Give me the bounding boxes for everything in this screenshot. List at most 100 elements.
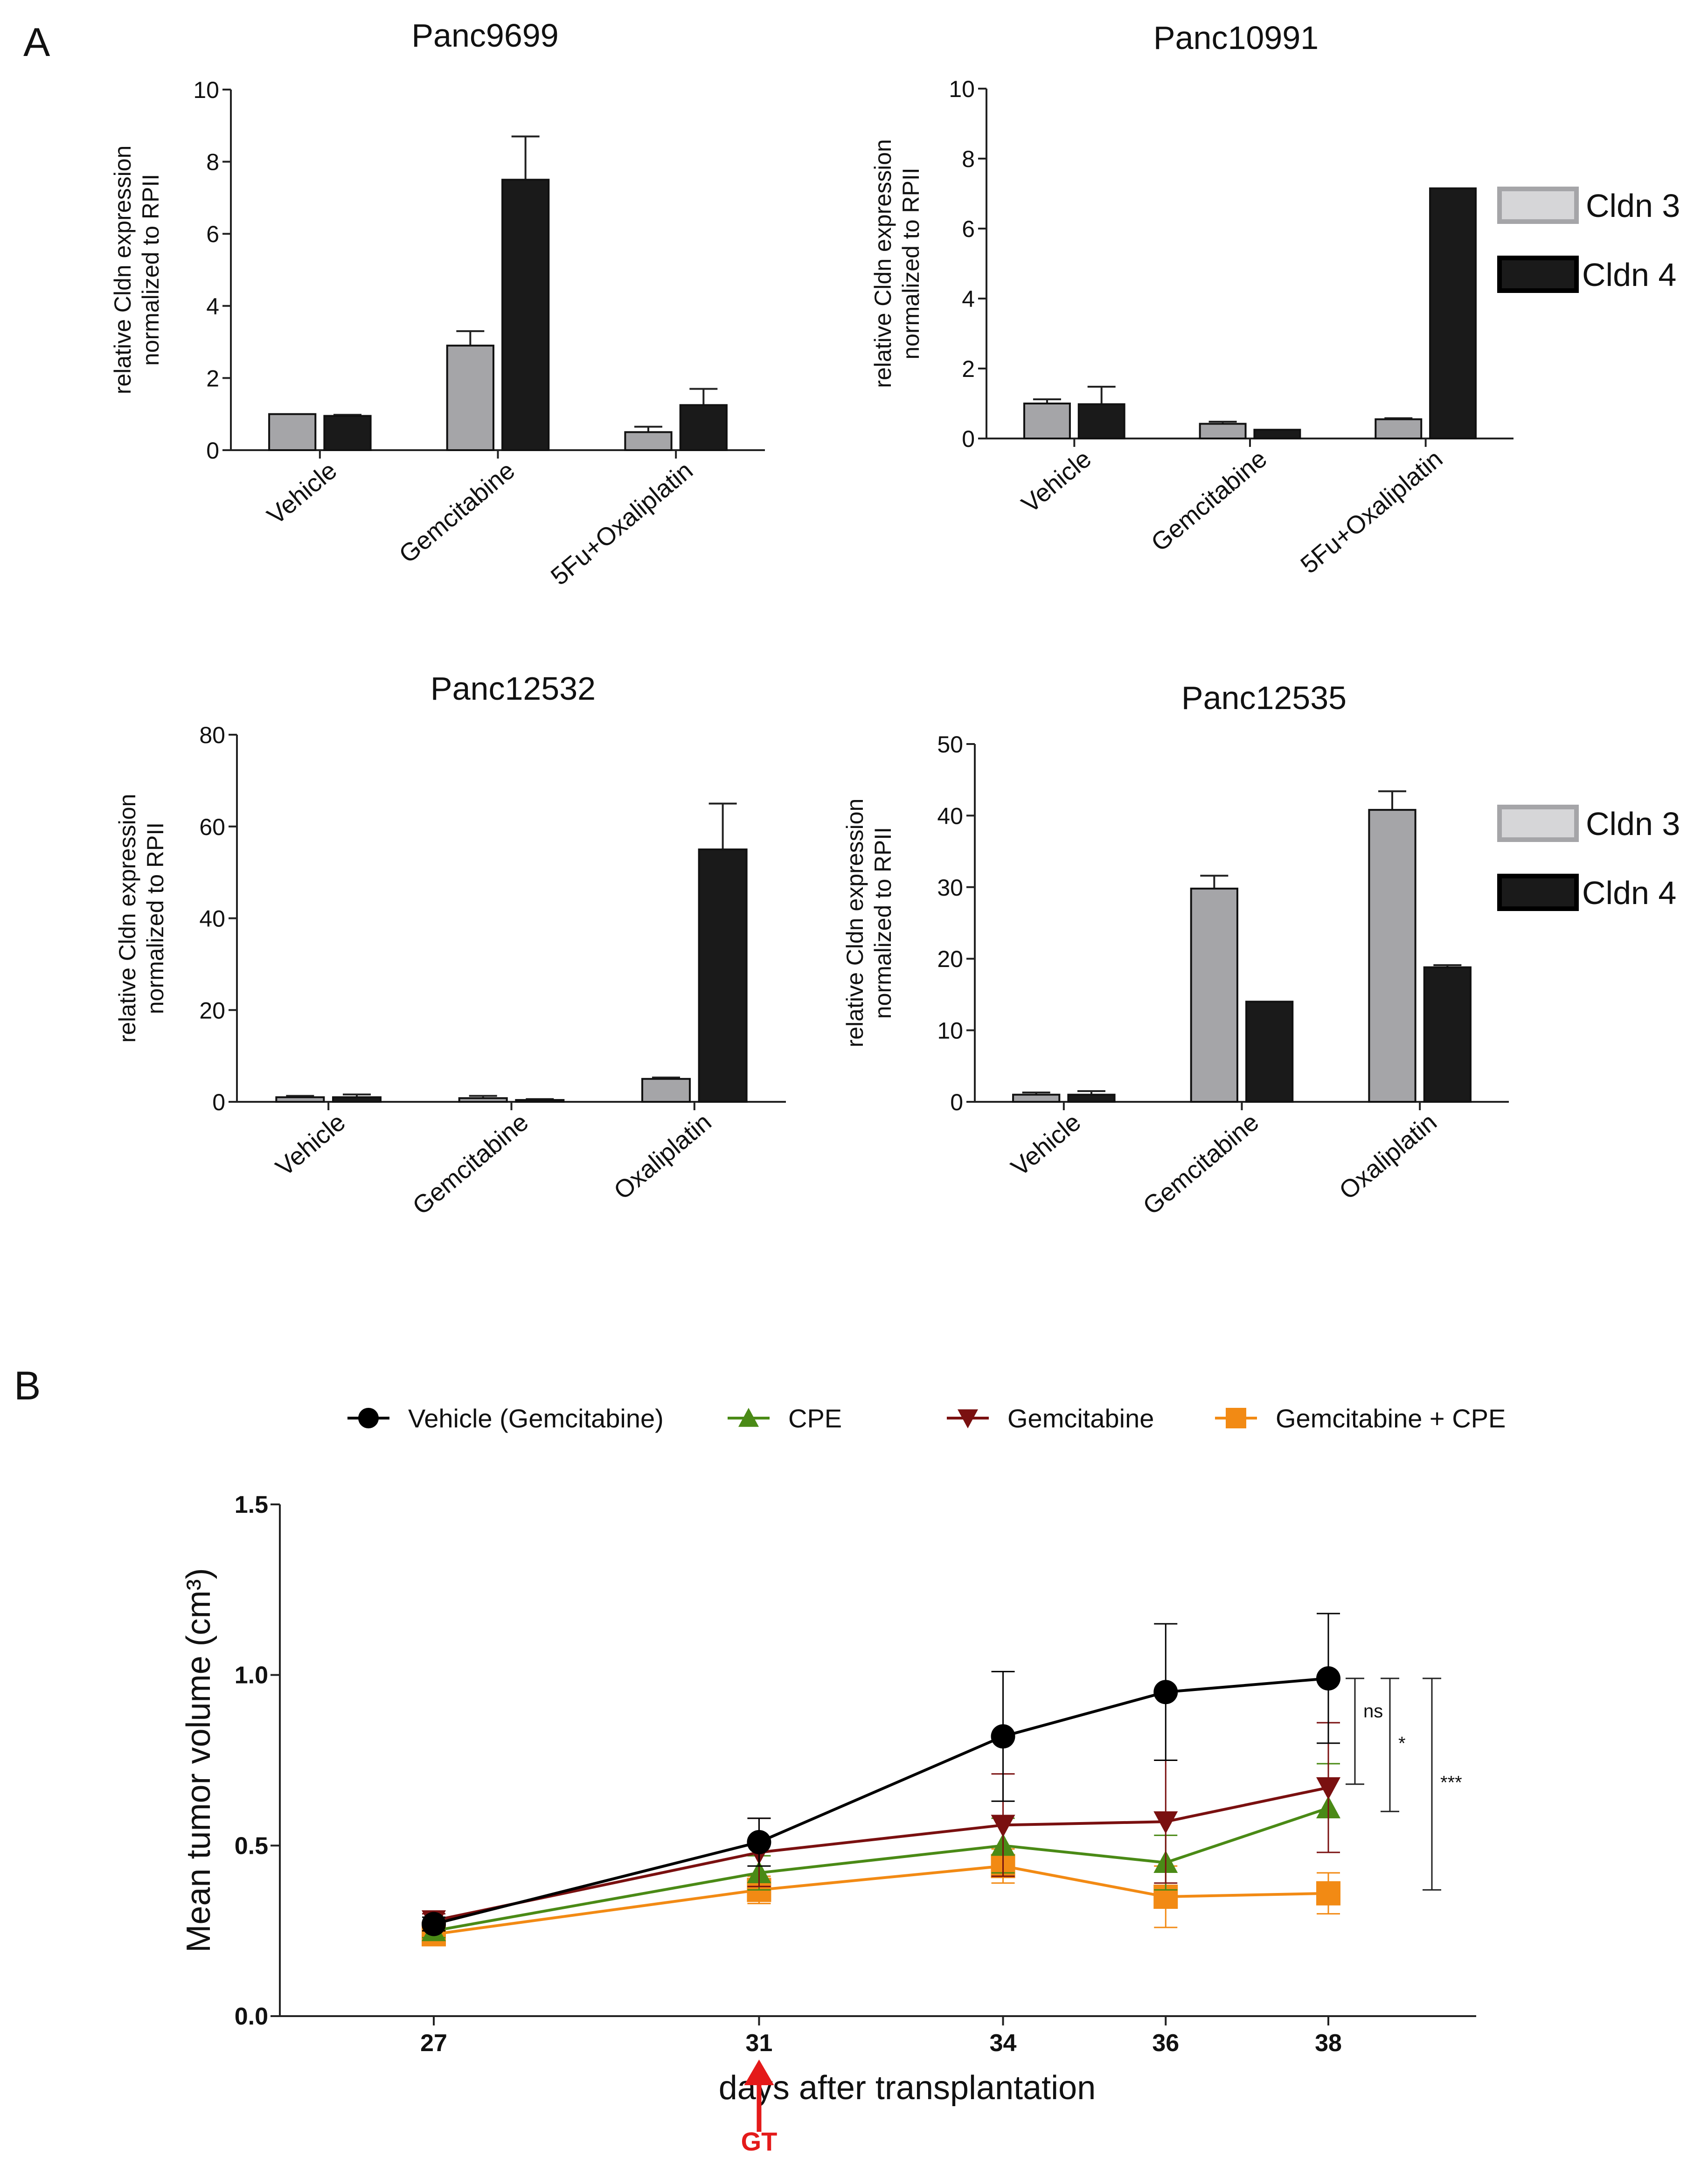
y-tick-label: 2 bbox=[206, 365, 219, 391]
y-tick-label: 8 bbox=[206, 149, 219, 175]
data-point bbox=[747, 1830, 771, 1855]
x-axis-label: days after transplantation bbox=[719, 2069, 1096, 2107]
x-tick-label: Vehicle bbox=[271, 1108, 351, 1182]
y-tick-label: 10 bbox=[193, 77, 219, 103]
legend-label: Cldn 4 bbox=[1582, 257, 1676, 293]
y-tick-label: 0.0 bbox=[235, 2003, 268, 2030]
bar-cldn-3 bbox=[1012, 1093, 1061, 1103]
bar-chart-3: Panc12535 0 10 20 30 40 50 relative Cldn expres… bbox=[842, 680, 1509, 1220]
legend-marker bbox=[738, 1408, 759, 1427]
bar-cldn-4 bbox=[1245, 1001, 1294, 1103]
x-tick-label: Gemcitabine bbox=[394, 456, 520, 569]
x-tick-label: 27 bbox=[420, 2030, 447, 2057]
bar-cldn-4 bbox=[698, 848, 748, 1103]
bar-chart-0: Panc9699 0 2 4 6 8 10 relative Cldn expression n… bbox=[110, 17, 765, 591]
bar-cldn-3 bbox=[275, 1096, 325, 1103]
x-tick-label: 34 bbox=[990, 2030, 1017, 2057]
y-tick-label: 6 bbox=[206, 221, 219, 247]
x-tick-label: Vehicle bbox=[1016, 445, 1097, 518]
series-gemcitabine-cpe bbox=[422, 1848, 1340, 1947]
bar-cldn-3 bbox=[458, 1097, 508, 1103]
legend-label: Gemcitabine + CPE bbox=[1276, 1404, 1506, 1433]
bar-legend-1: Cldn 3 Cldn 4 bbox=[1497, 805, 1680, 911]
bar-cldn-4 bbox=[1253, 429, 1301, 439]
x-tick-label: 5Fu+Oxaliplatin bbox=[546, 456, 698, 591]
bar-cldn-3 bbox=[1368, 809, 1416, 1103]
bar-cldn-4 bbox=[501, 179, 550, 451]
significance-label: * bbox=[1398, 1733, 1406, 1754]
bar-chart-2: Panc12532 0 20 40 60 80 relative Cldn expressi… bbox=[114, 670, 786, 1220]
legend-swatch bbox=[1497, 805, 1579, 842]
y-axis-label-line-2: normalized to RPII bbox=[142, 822, 168, 1014]
legend-label: Gemcitabine bbox=[1007, 1404, 1154, 1433]
x-tick-label: Vehicle bbox=[262, 456, 342, 530]
bar-cldn-3 bbox=[1023, 403, 1071, 439]
y-tick-label: 0 bbox=[212, 1089, 225, 1115]
legend-marker bbox=[1226, 1408, 1246, 1428]
y-axis-label-line-2: normalized to RPII bbox=[898, 167, 924, 359]
gt-label: GT bbox=[741, 2127, 778, 2156]
x-tick-label: Gemcitabine bbox=[407, 1108, 534, 1220]
x-tick-label: 5Fu+Oxaliplatin bbox=[1295, 445, 1448, 579]
y-tick-label: 10 bbox=[949, 76, 975, 102]
series-line bbox=[433, 1677, 1329, 1926]
series-vehicle-gemcitabine- bbox=[422, 1613, 1340, 1936]
legend-label: Vehicle (Gemcitabine) bbox=[408, 1404, 664, 1433]
y-tick-label: 8 bbox=[962, 146, 975, 172]
bar-cldn-3 bbox=[268, 413, 317, 452]
bar-cldn-3 bbox=[624, 431, 673, 451]
chart-title: Panc9699 bbox=[411, 17, 558, 54]
data-point bbox=[1316, 1881, 1340, 1906]
y-tick-label: 20 bbox=[937, 946, 963, 972]
data-point bbox=[1316, 1777, 1340, 1800]
legend-swatch bbox=[1497, 187, 1579, 224]
bar-cldn-3 bbox=[446, 344, 494, 452]
legend-marker bbox=[958, 1409, 978, 1428]
significance-bracket: *** bbox=[1423, 1677, 1462, 1891]
tumor-volume-chart: 0.0 0.5 1.0 1.5 27 31 34 36 38 Mean tumor volume … bbox=[180, 1404, 1506, 2156]
y-axis-label-line-1: relative Cldn expression bbox=[870, 139, 896, 388]
significance-label: ns bbox=[1363, 1701, 1383, 1721]
x-tick-label: Vehicle bbox=[1006, 1108, 1086, 1182]
bar-cldn-4 bbox=[332, 1096, 382, 1103]
data-point bbox=[1153, 1680, 1178, 1705]
legend-swatch bbox=[1497, 874, 1579, 911]
y-axis-label-line-2: normalized to RPII bbox=[138, 174, 164, 366]
bar-legend-0: Cldn 3 Cldn 4 bbox=[1497, 187, 1680, 293]
y-axis-label: Mean tumor volume (cm³) bbox=[180, 1568, 217, 1952]
data-point bbox=[991, 1815, 1015, 1837]
y-axis-label: relative Cldn expression normalized to RP… bbox=[110, 146, 164, 395]
bar-cldn-4 bbox=[1077, 403, 1125, 439]
y-tick-label: 0.5 bbox=[235, 1832, 268, 1859]
legend-label: CPE bbox=[788, 1404, 842, 1433]
chart-title: Panc12532 bbox=[430, 670, 596, 707]
line-legend: Vehicle (Gemcitabine) CPE Gemcitabine Gemci… bbox=[347, 1404, 1506, 1433]
y-axis-label-line-1: relative Cldn expression bbox=[114, 794, 140, 1043]
y-axis-label: relative Cldn expression normalized to RP… bbox=[870, 139, 924, 388]
legend-label: Cldn 4 bbox=[1582, 875, 1676, 911]
data-point bbox=[422, 1912, 446, 1936]
series-gemcitabine bbox=[422, 1722, 1340, 1933]
legend-swatch bbox=[1497, 256, 1579, 293]
x-tick-label: Oxaliplatin bbox=[609, 1108, 717, 1205]
data-point bbox=[1316, 1666, 1340, 1691]
y-axis-label: relative Cldn expression normalized to RP… bbox=[114, 794, 168, 1043]
data-point bbox=[1153, 1811, 1178, 1834]
significance-bracket: ns bbox=[1346, 1677, 1383, 1785]
y-tick-label: 0 bbox=[206, 438, 219, 464]
gt-arrow-head bbox=[744, 2060, 774, 2085]
y-axis-label-group: Mean tumor volume (cm³) bbox=[180, 1568, 217, 1952]
y-tick-label: 80 bbox=[199, 722, 225, 748]
x-tick-label: 38 bbox=[1315, 2030, 1342, 2057]
y-tick-label: 10 bbox=[937, 1018, 963, 1044]
bar-cldn-4 bbox=[679, 404, 728, 451]
bar-cldn-3 bbox=[1375, 418, 1423, 439]
y-tick-label: 0 bbox=[962, 426, 975, 452]
x-tick-label: Gemcitabine bbox=[1138, 1108, 1264, 1220]
chart-title: Panc10991 bbox=[1153, 20, 1319, 56]
significance-label: *** bbox=[1440, 1773, 1462, 1793]
bar-cldn-3 bbox=[1190, 887, 1238, 1103]
y-tick-label: 50 bbox=[937, 731, 963, 758]
bar-chart-1: Panc10991 0 2 4 6 8 10 relative Cldn expression… bbox=[870, 20, 1514, 579]
